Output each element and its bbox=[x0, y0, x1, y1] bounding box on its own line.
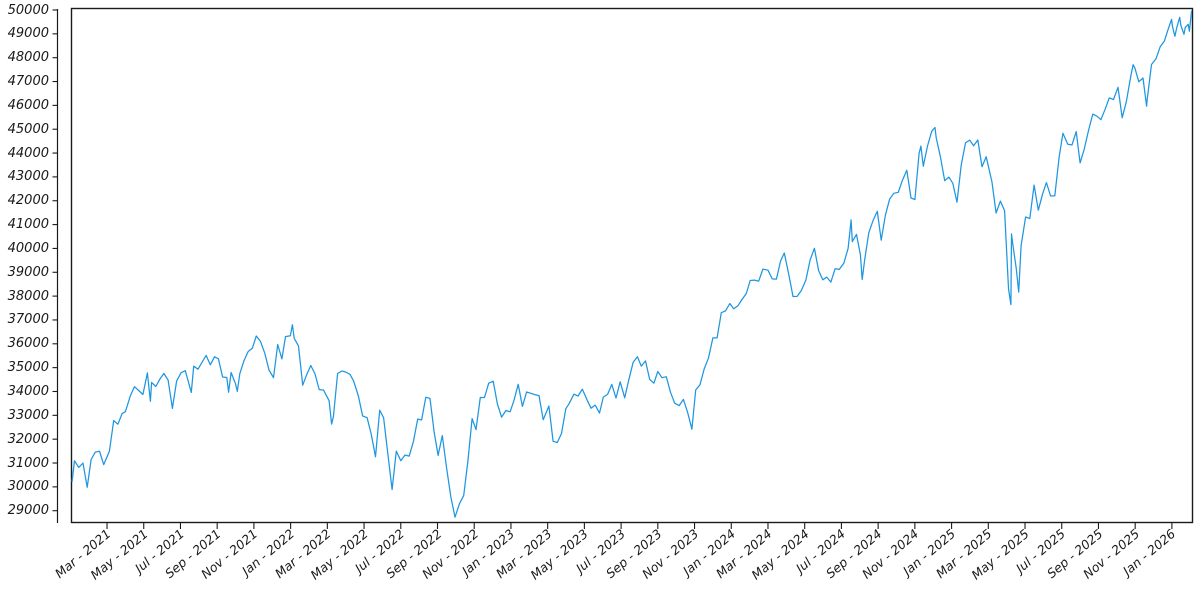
y-tick-label: 36000 bbox=[7, 336, 49, 352]
y-tick-label: 32000 bbox=[7, 431, 49, 447]
y-tick-label: 41000 bbox=[7, 217, 49, 233]
y-tick-label: 38000 bbox=[7, 288, 49, 304]
y-tick-label: 40000 bbox=[7, 240, 49, 256]
y-tick-label: 39000 bbox=[7, 264, 49, 280]
y-tick-label: 45000 bbox=[7, 121, 49, 137]
y-tick-label: 42000 bbox=[7, 193, 49, 209]
y-tick-label: 35000 bbox=[7, 360, 49, 376]
y-tick-label: 43000 bbox=[7, 169, 49, 185]
y-tick-label: 49000 bbox=[7, 26, 49, 42]
y-tick-label: 47000 bbox=[7, 74, 49, 90]
y-tick-label: 37000 bbox=[7, 312, 49, 328]
y-tick-label: 48000 bbox=[7, 50, 49, 66]
y-tick-label: 50000 bbox=[7, 2, 49, 18]
y-tick-label: 34000 bbox=[7, 383, 49, 399]
y-tick-label: 44000 bbox=[7, 145, 49, 161]
y-tick-label: 29000 bbox=[7, 503, 49, 519]
y-tick-label: 46000 bbox=[7, 97, 49, 113]
y-tick-label: 30000 bbox=[7, 479, 49, 495]
y-tick-label: 33000 bbox=[7, 407, 49, 423]
price-line bbox=[71, 10, 1193, 518]
plot-area-border bbox=[70, 7, 1194, 524]
y-tick-label: 31000 bbox=[7, 455, 49, 471]
